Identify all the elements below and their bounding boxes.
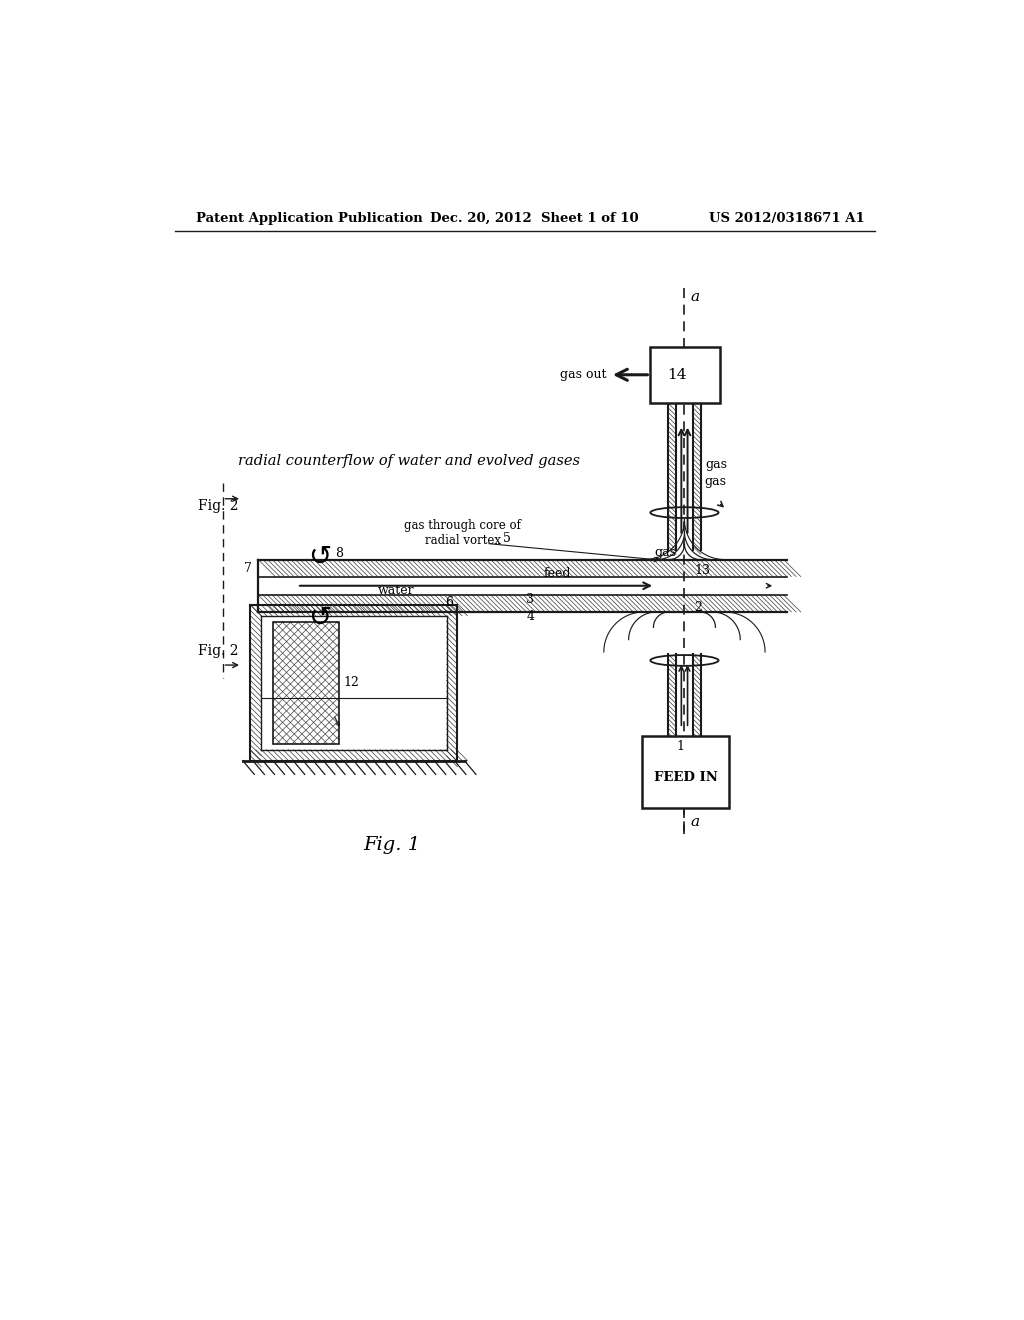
Bar [642,737,729,808]
Text: 12: 12 [343,676,359,689]
Text: 13: 13 [694,564,711,577]
Text: Fig. 1: Fig. 1 [362,837,420,854]
Text: US 2012/0318671 A1: US 2012/0318671 A1 [710,213,865,224]
Text: 2: 2 [694,601,702,614]
Bar [273,622,339,743]
Text: 7: 7 [244,562,252,576]
Text: Fig. 2: Fig. 2 [198,499,239,513]
Text: 8: 8 [335,546,343,560]
Text: a: a [690,816,699,829]
Text: radial counterflow of water and evolved gases: radial counterflow of water and evolved … [238,454,580,469]
Text: 5: 5 [503,532,511,545]
Text: gas through core of
radial vortex: gas through core of radial vortex [404,519,521,548]
Text: 6: 6 [445,597,454,610]
Text: 1: 1 [677,741,685,754]
Text: 14: 14 [667,368,686,381]
Text: 3: 3 [526,593,535,606]
Text: Patent Application Publication: Patent Application Publication [197,213,423,224]
Text: ↺: ↺ [308,605,332,632]
Text: a: a [690,290,699,304]
Text: gas: gas [706,458,727,471]
Text: gas: gas [654,546,677,560]
Text: FEED IN: FEED IN [653,771,718,784]
Text: gas: gas [705,475,727,488]
Bar [650,347,720,404]
Text: 4: 4 [526,610,535,623]
Text: feed: feed [544,566,571,579]
Text: gas out: gas out [560,368,606,381]
Text: water: water [378,583,414,597]
Text: Dec. 20, 2012  Sheet 1 of 10: Dec. 20, 2012 Sheet 1 of 10 [430,213,639,224]
Text: Fig. 2: Fig. 2 [198,644,239,659]
Text: ↺: ↺ [308,543,332,570]
